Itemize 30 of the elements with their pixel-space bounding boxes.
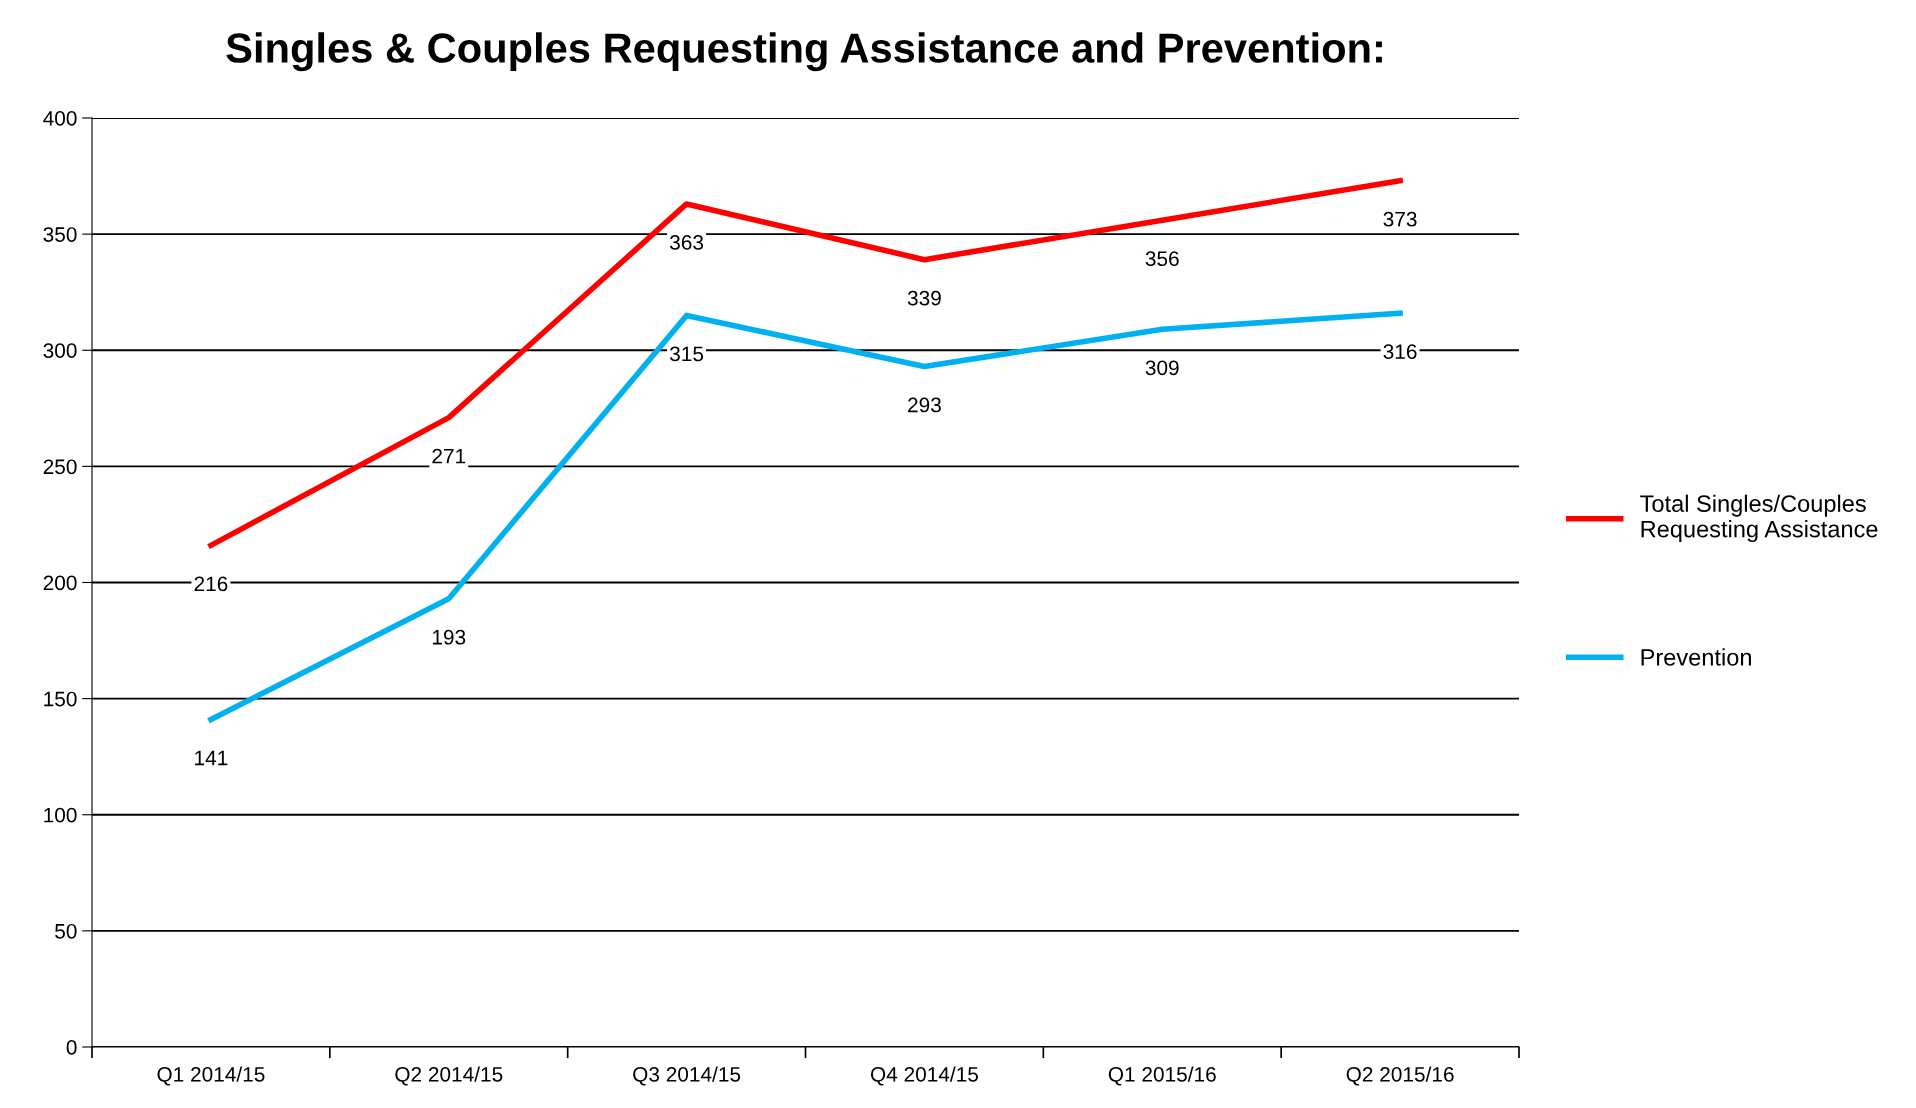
y-tick-label: 100 [44,807,77,823]
data-label: 316 [1383,344,1417,359]
x-tick-label: Q2 2014/15 [395,1066,503,1086]
data-label: 315 [670,346,704,362]
x-tick-label: Q4 2014/15 [870,1066,978,1086]
y-tick-label: 0 [66,1040,77,1055]
data-label: 309 [1145,360,1179,376]
data-label: 363 [670,235,704,250]
y-tick-label: 50 [55,923,77,939]
y-tick-label: 150 [44,691,77,707]
data-label: 356 [1145,251,1179,267]
data-label: 271 [432,448,466,464]
chart-title: Singles & Couples Requesting Assistance and Prevention: [226,32,1382,72]
x-tick-label: Q2 2015/16 [1346,1066,1454,1086]
data-label: 216 [194,576,228,592]
x-tick-label: Q1 2014/15 [157,1066,265,1086]
y-tick-label: 300 [43,343,77,358]
y-tick-label: 400 [43,111,77,126]
data-label: 293 [908,397,941,413]
data-label: 373 [1383,211,1417,227]
y-tick-label: 200 [43,575,77,591]
legend-label: Total Singles/Couples Requesting Assistance [1640,494,1878,543]
data-label: 141 [195,750,228,766]
x-tick-label: Q1 2015/16 [1108,1066,1216,1086]
data-label: 193 [432,629,466,645]
x-tick-label: Q3 2014/15 [633,1066,741,1086]
y-tick-label: 350 [43,227,77,242]
legend-label: Prevention [1641,648,1751,666]
data-label: 339 [907,290,941,306]
y-tick-label: 250 [43,459,77,475]
